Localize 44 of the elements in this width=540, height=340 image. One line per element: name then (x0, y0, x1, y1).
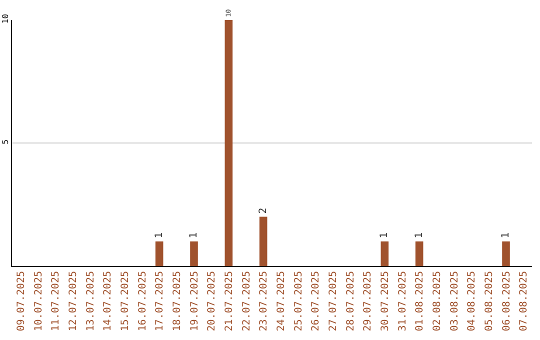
data-label: 1 (500, 232, 512, 238)
x-tick-label: 03.08.2025 (449, 271, 460, 332)
x-tick-label: 07.08.2025 (518, 271, 530, 332)
x-tick-label: 10.07.2025 (33, 271, 44, 332)
data-label: 1 (414, 232, 425, 238)
x-tick-label: 15.07.2025 (120, 271, 131, 332)
bar (502, 241, 510, 266)
bar (190, 241, 198, 266)
bar (415, 241, 424, 266)
x-tick-label: 02.08.2025 (432, 271, 443, 332)
x-tick-label: 01.08.2025 (414, 271, 426, 332)
x-tick-label: 17.07.2025 (154, 271, 166, 332)
x-tick-label: 16.07.2025 (137, 271, 148, 332)
x-tick-label: 11.07.2025 (50, 271, 62, 332)
x-tick-label: 19.07.2025 (189, 271, 200, 332)
bar (380, 241, 389, 266)
x-tick-label: 22.07.2025 (241, 271, 252, 332)
x-tick-label: 06.08.2025 (501, 271, 512, 332)
x-tick-label: 04.08.2025 (466, 271, 478, 332)
data-label: 1 (379, 232, 390, 238)
x-tick-label: 31.07.2025 (397, 271, 408, 332)
x-tick-label: 30.07.2025 (380, 271, 391, 332)
y-tick-label: 5 (0, 139, 10, 144)
data-label: 1 (188, 232, 200, 238)
data-label: 1 (154, 232, 165, 238)
x-tick-label: 26.07.2025 (310, 271, 322, 332)
x-tick-label: 20.07.2025 (206, 271, 218, 332)
bar (224, 20, 233, 266)
data-label: 2 (258, 208, 269, 214)
x-tick-label: 09.07.2025 (16, 271, 27, 332)
x-tick-label: 12.07.2025 (68, 271, 79, 332)
x-tick-label: 05.08.2025 (484, 271, 495, 332)
x-tick-label: 24.07.2025 (276, 271, 287, 332)
bar (259, 216, 268, 266)
x-tick-label: 14.07.2025 (102, 271, 114, 332)
bar (155, 241, 164, 266)
x-tick-label: 18.07.2025 (172, 271, 183, 332)
x-tick-label: 25.07.2025 (293, 271, 304, 332)
x-tick-label: 21.07.2025 (224, 271, 235, 332)
x-tick-label: 29.07.2025 (362, 271, 374, 332)
x-tick-label: 23.07.2025 (258, 271, 270, 332)
x-tick-label: 27.07.2025 (328, 271, 339, 332)
x-tick-label: 13.07.2025 (85, 271, 96, 332)
x-tick-label: 28.07.2025 (345, 271, 356, 332)
